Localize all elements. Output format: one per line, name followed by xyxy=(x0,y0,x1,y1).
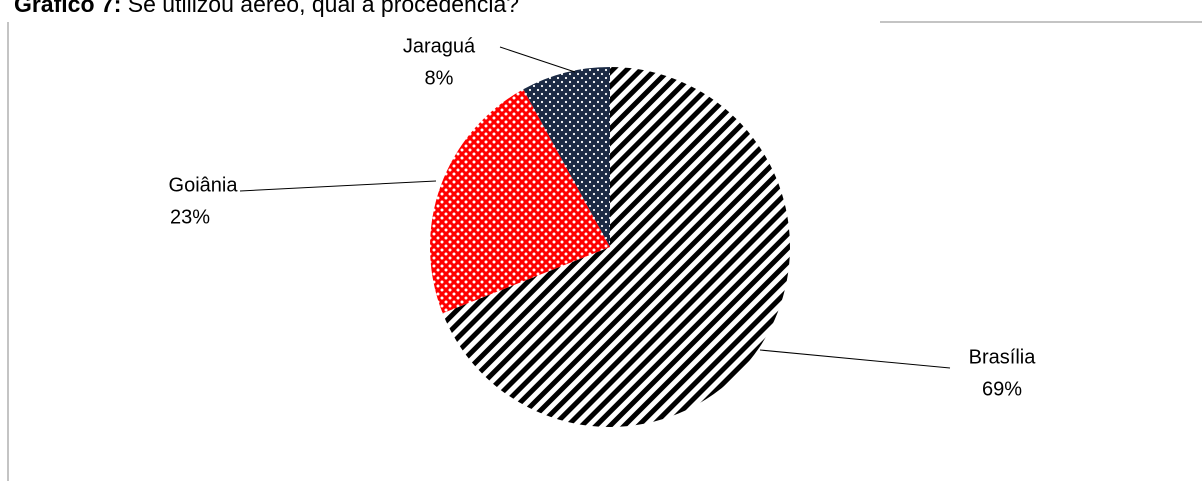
slice-label: Goiânia xyxy=(169,174,239,196)
leader-line xyxy=(239,180,437,192)
chart-title: Gráfico 7: Se utilizou aéreo, qual a pro… xyxy=(14,0,519,17)
leader-line xyxy=(499,46,576,73)
slice-value: 23% xyxy=(170,206,210,228)
leader-line xyxy=(759,349,951,369)
pie-slice xyxy=(442,67,790,427)
slice-label: Jaraguá xyxy=(403,35,476,57)
pie-slice xyxy=(430,89,610,314)
slice-value: 69% xyxy=(982,378,1022,400)
pie-slice xyxy=(523,67,610,247)
slice-value: 8% xyxy=(425,67,454,89)
slice-label: Brasília xyxy=(969,346,1037,368)
title-text: Se utilizou aéreo, qual a procedência? xyxy=(128,0,519,17)
title-label: Gráfico 7: xyxy=(14,0,121,17)
